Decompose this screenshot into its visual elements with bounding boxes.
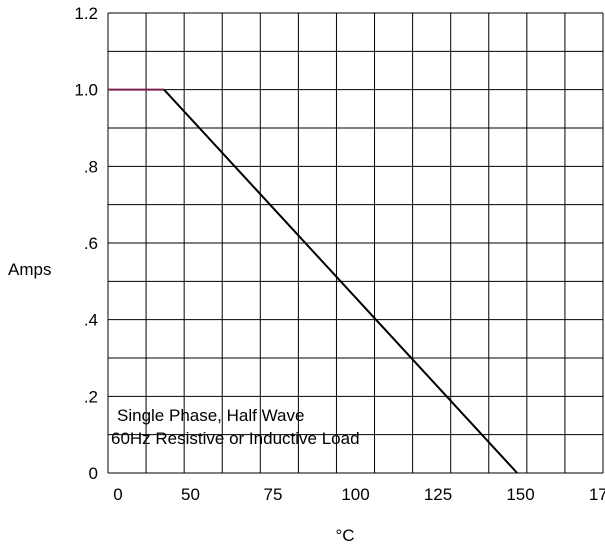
x-tick-label: 175	[589, 485, 605, 504]
y-tick-label: .2	[84, 387, 98, 406]
y-tick-label: 1.2	[74, 4, 98, 23]
x-tick-label: 0	[113, 485, 122, 504]
y-tick-label: 0	[89, 464, 98, 483]
y-tick-label: 1.0	[74, 81, 98, 100]
y-tick-label: .8	[84, 157, 98, 176]
annotation-line-2: 60Hz Resistive or Inductive Load	[111, 429, 360, 448]
x-tick-label: 125	[424, 485, 452, 504]
x-tick-labels: 0 50 75 100 125 150 175	[113, 485, 605, 504]
x-axis-label: °C	[335, 526, 354, 545]
x-tick-label: 100	[341, 485, 369, 504]
x-tick-label: 50	[181, 485, 200, 504]
x-tick-label: 150	[506, 485, 534, 504]
grid	[107, 12, 604, 474]
y-axis-label: Amps	[8, 260, 51, 279]
y-tick-label: .4	[84, 311, 98, 330]
annotation-line-1: Single Phase, Half Wave	[117, 406, 304, 425]
x-tick-label: 75	[264, 485, 283, 504]
y-tick-labels: 0 .2 .4 .6 .8 1.0 1.2	[74, 4, 98, 483]
y-tick-label: .6	[84, 234, 98, 253]
series-derating-segment	[163, 88, 518, 474]
series-layer	[108, 88, 518, 474]
